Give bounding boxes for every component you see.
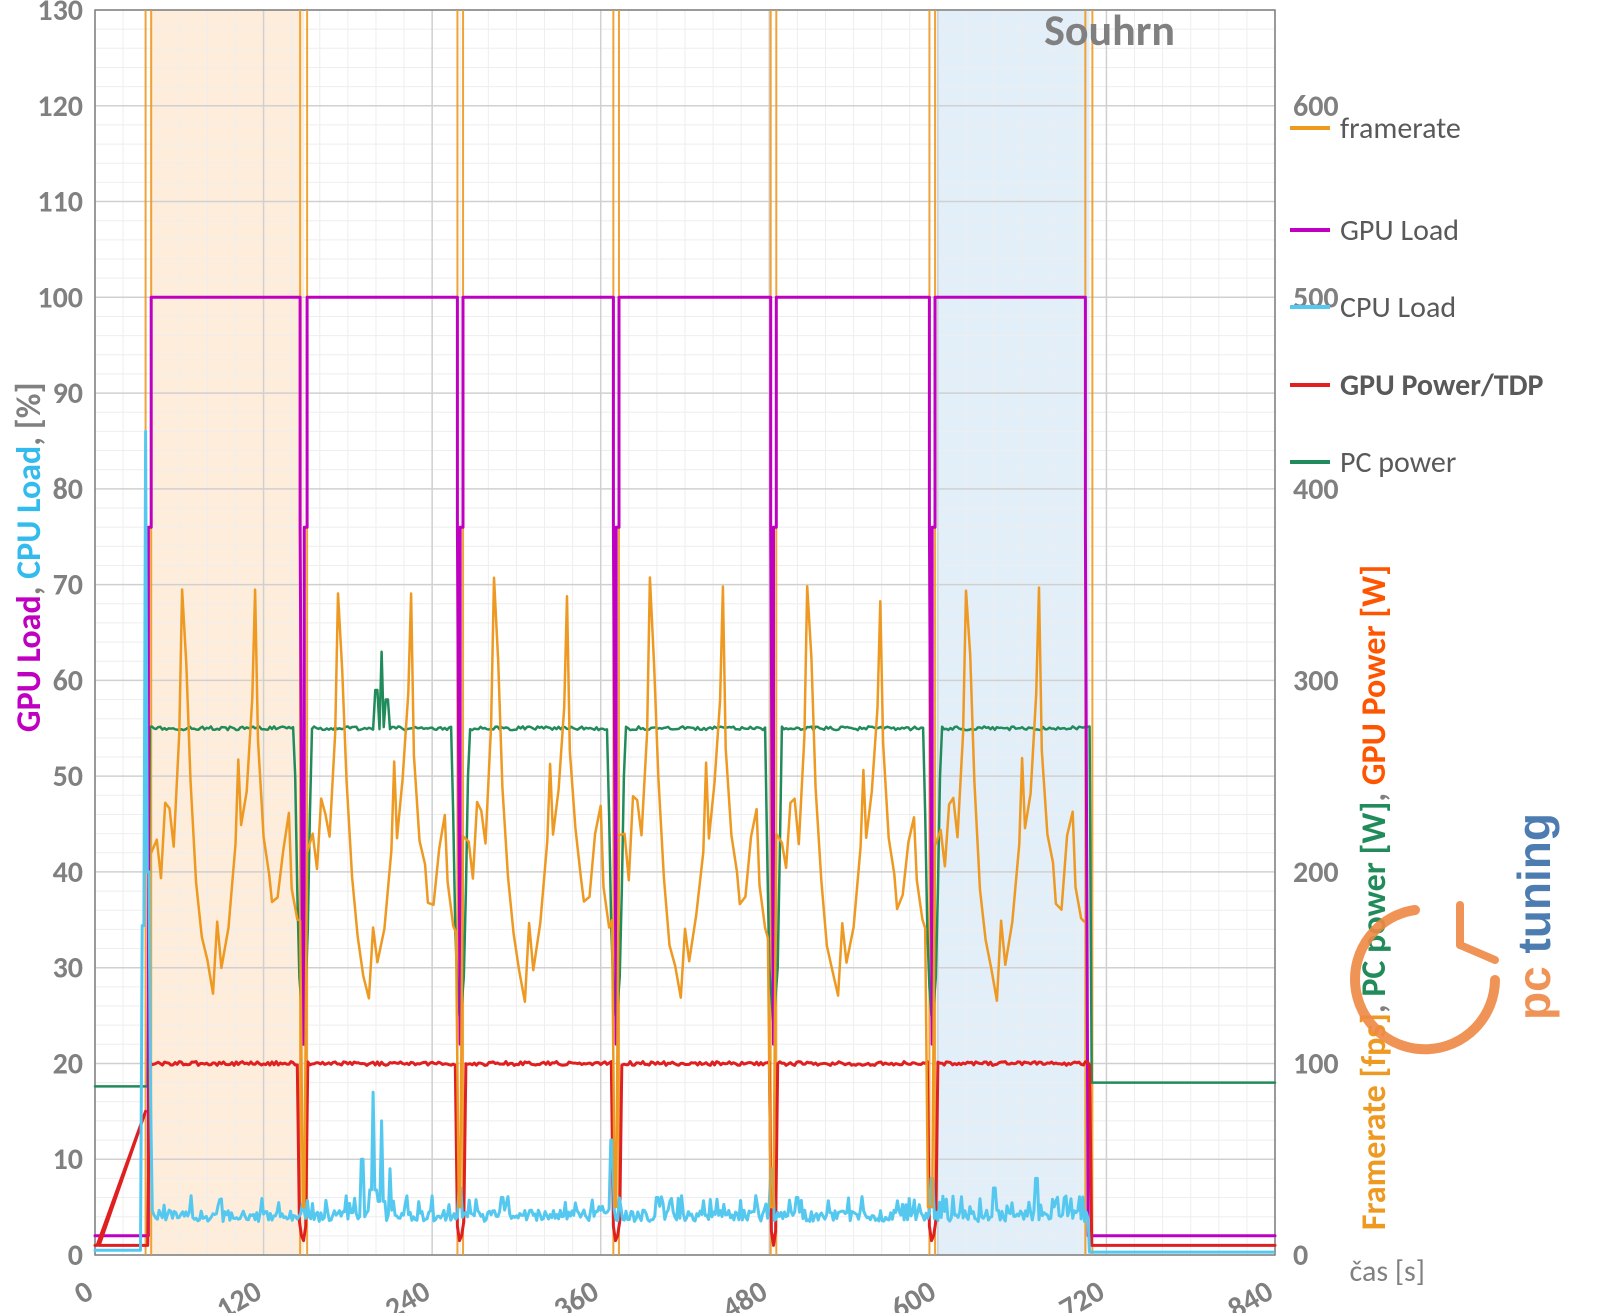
yaxis-left-tick-label: 130 — [37, 0, 83, 29]
yaxis-left-tick-label: 30 — [53, 950, 83, 987]
watermark-text: pc tuning — [1508, 813, 1560, 1020]
xaxis-title: čas [s] — [1350, 1253, 1425, 1290]
legend-label: GPU Power/TDP — [1340, 367, 1544, 404]
chart-container: 0 10 20 30 40 50 60 70 80 90 100 110 120 130 0 100 200 30… — [0, 0, 1600, 1313]
yaxis-left-tick-label: 110 — [37, 184, 83, 221]
yaxis-left-tick-label: 0 — [68, 1237, 83, 1274]
yaxis-right-tick-label: 400 — [1293, 471, 1339, 508]
yaxis-left-tick-label: 90 — [53, 375, 83, 412]
yaxis-left-tick-label: 20 — [53, 1045, 83, 1082]
legend-label: GPU Load — [1340, 212, 1459, 249]
legend-label: CPU Load — [1340, 289, 1456, 326]
yaxis-right-tick-label: 300 — [1293, 662, 1339, 699]
yaxis-right-tick-label: 0 — [1293, 1237, 1308, 1274]
yaxis-right-tick-label: 600 — [1293, 88, 1339, 125]
yaxis-left-title: GPU Load, CPU Load, [%] — [9, 382, 50, 732]
yaxis-left-tick-label: 40 — [53, 854, 83, 891]
yaxis-left-tick-label: 60 — [53, 662, 83, 699]
yaxis-left-tick-label: 10 — [53, 1141, 83, 1178]
yaxis-right-tick-label: 200 — [1293, 854, 1339, 891]
yaxis-left-tick-label: 70 — [53, 567, 83, 604]
legend-label: framerate — [1340, 110, 1461, 147]
yaxis-left-tick-label: 80 — [53, 471, 83, 508]
yaxis-right-tick-label: 500 — [1293, 279, 1339, 316]
yaxis-right-title: Framerate [fps], PC power [W], GPU Power… — [1354, 565, 1395, 1230]
yaxis-left-tick-label: 120 — [37, 88, 83, 125]
yaxis-right-tick-label: 100 — [1293, 1045, 1339, 1082]
legend-label: PC power — [1340, 444, 1456, 481]
yaxis-left-tick-label: 100 — [37, 279, 83, 316]
chart-svg: 0 10 20 30 40 50 60 70 80 90 100 110 120 130 0 100 200 30… — [0, 0, 1600, 1313]
yaxis-left-tick-label: 50 — [53, 758, 83, 795]
chart-title: Souhrn — [1044, 3, 1175, 57]
